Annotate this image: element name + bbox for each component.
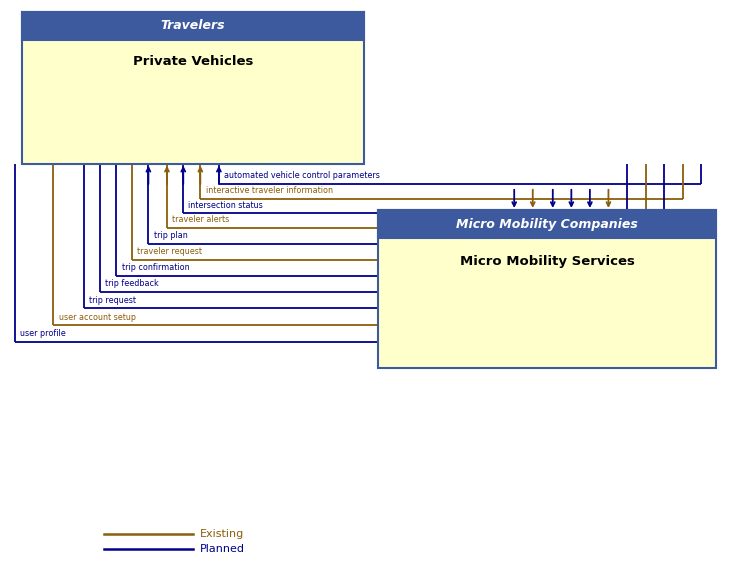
Text: Micro Mobility Services: Micro Mobility Services <box>460 255 634 268</box>
Bar <box>378 210 716 238</box>
Text: trip feedback: trip feedback <box>105 280 159 288</box>
Text: traveler alerts: traveler alerts <box>172 215 229 224</box>
Text: traveler request: traveler request <box>137 248 203 256</box>
Text: automated vehicle control parameters: automated vehicle control parameters <box>224 172 380 180</box>
Text: interactive traveler information: interactive traveler information <box>206 186 332 195</box>
Text: Private Vehicles: Private Vehicles <box>133 55 253 68</box>
Text: trip confirmation: trip confirmation <box>122 263 189 272</box>
Text: Micro Mobility Companies: Micro Mobility Companies <box>456 218 638 231</box>
Bar <box>378 210 716 238</box>
Text: trip request: trip request <box>89 296 136 305</box>
Text: intersection status: intersection status <box>188 201 263 210</box>
Bar <box>22 12 364 40</box>
Text: Existing: Existing <box>200 529 245 540</box>
Bar <box>378 210 716 368</box>
Text: Travelers: Travelers <box>160 19 226 32</box>
Bar <box>22 12 364 164</box>
Text: trip plan: trip plan <box>154 231 187 240</box>
Text: user account setup: user account setup <box>59 313 136 322</box>
Text: user profile: user profile <box>20 329 66 338</box>
Bar <box>22 12 364 40</box>
Text: Planned: Planned <box>200 544 246 554</box>
